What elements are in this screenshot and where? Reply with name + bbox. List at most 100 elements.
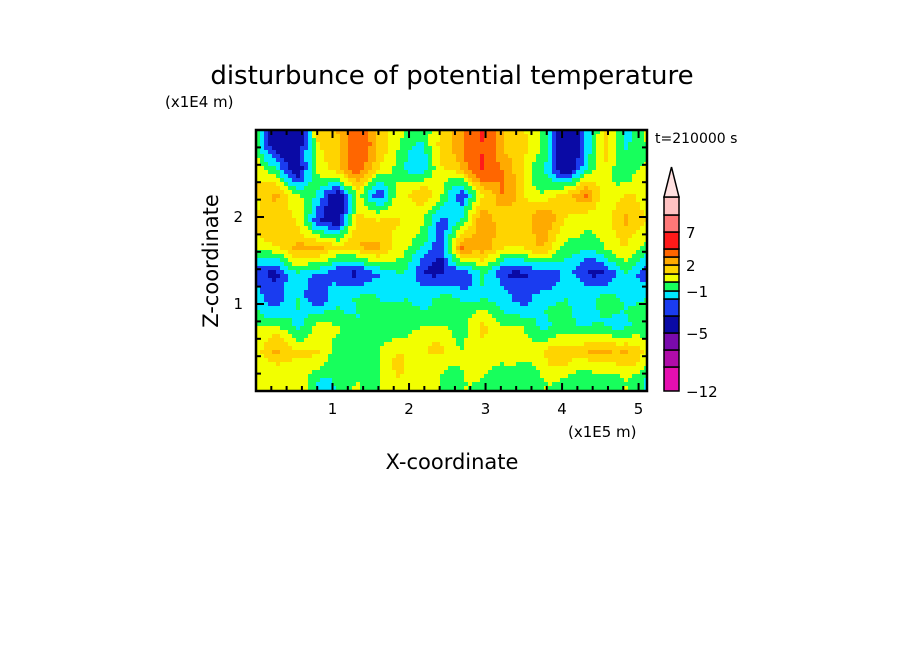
heatmap-cell xyxy=(388,222,393,227)
heatmap-cell xyxy=(528,246,533,251)
heatmap-cell xyxy=(516,250,521,255)
heatmap-cell xyxy=(256,218,261,223)
heatmap-cell xyxy=(460,230,465,235)
heatmap-cell xyxy=(640,262,645,267)
heatmap-cell xyxy=(604,322,609,327)
heatmap-cell xyxy=(500,186,505,191)
heatmap-cell xyxy=(408,218,413,223)
heatmap-cell xyxy=(508,206,513,211)
heatmap-cell xyxy=(280,178,285,183)
heatmap-cell xyxy=(488,218,493,223)
heatmap-cell xyxy=(388,278,393,283)
heatmap-cell xyxy=(320,318,325,323)
heatmap-cell xyxy=(292,190,297,195)
heatmap-cell xyxy=(344,186,349,191)
heatmap-cell xyxy=(488,206,493,211)
heatmap-cell xyxy=(276,190,281,195)
heatmap-cell xyxy=(552,142,557,147)
heatmap-cell xyxy=(432,310,437,315)
heatmap-cell xyxy=(412,314,417,319)
heatmap-cell xyxy=(276,254,281,259)
heatmap-cell xyxy=(264,166,269,171)
heatmap-cell xyxy=(552,174,557,179)
heatmap-cell xyxy=(412,210,417,215)
heatmap-cell xyxy=(588,138,593,143)
heatmap-cell xyxy=(444,314,449,319)
heatmap-cell xyxy=(404,270,409,275)
heatmap-cell xyxy=(432,162,437,167)
heatmap-cell xyxy=(284,314,289,319)
heatmap-cell xyxy=(272,286,277,291)
heatmap-cell xyxy=(376,150,381,155)
heatmap-cell xyxy=(348,258,353,263)
heatmap-cell xyxy=(460,242,465,247)
heatmap-cell xyxy=(496,154,501,159)
heatmap-cell xyxy=(276,270,281,275)
heatmap-cell xyxy=(552,170,557,175)
heatmap-cell xyxy=(540,178,545,183)
heatmap-cell xyxy=(440,138,445,143)
heatmap-cell xyxy=(436,130,441,135)
heatmap-cell xyxy=(504,134,509,139)
heatmap-cell xyxy=(516,222,521,227)
heatmap-cell xyxy=(528,222,533,227)
heatmap-cell xyxy=(308,190,313,195)
heatmap-cell xyxy=(560,270,565,275)
heatmap-cell xyxy=(612,202,617,207)
heatmap-cell xyxy=(420,326,425,331)
heatmap-cell xyxy=(616,190,621,195)
heatmap-cell xyxy=(340,234,345,239)
heatmap-cell xyxy=(348,206,353,211)
heatmap-cell xyxy=(588,214,593,219)
heatmap-cell xyxy=(456,298,461,303)
heatmap-cell xyxy=(376,218,381,223)
heatmap-cell xyxy=(548,290,553,295)
heatmap-cell xyxy=(416,182,421,187)
heatmap-cell xyxy=(576,134,581,139)
heatmap-cell xyxy=(596,210,601,215)
heatmap-cell xyxy=(368,202,373,207)
heatmap-cell xyxy=(372,130,377,135)
heatmap-cell xyxy=(344,270,349,275)
heatmap-cell xyxy=(532,326,537,331)
heatmap-cell xyxy=(504,154,509,159)
heatmap-cell xyxy=(624,238,629,243)
heatmap-cell xyxy=(396,222,401,227)
heatmap-cell xyxy=(392,218,397,223)
heatmap-cell xyxy=(552,310,557,315)
heatmap-cell xyxy=(564,330,569,335)
heatmap-cell xyxy=(512,302,517,307)
heatmap-cell xyxy=(476,262,481,267)
heatmap-cell xyxy=(272,238,277,243)
heatmap-cell xyxy=(560,234,565,239)
heatmap-cell xyxy=(448,270,453,275)
heatmap-cell xyxy=(608,330,613,335)
heatmap-cell xyxy=(380,258,385,263)
heatmap-cell xyxy=(448,138,453,143)
heatmap-cell xyxy=(320,194,325,199)
heatmap-cell xyxy=(568,322,573,327)
heatmap-cell xyxy=(504,310,509,315)
heatmap-cell xyxy=(272,142,277,147)
heatmap-cell xyxy=(392,254,397,259)
heatmap-cell xyxy=(476,298,481,303)
heatmap-cell xyxy=(528,234,533,239)
heatmap-cell xyxy=(452,238,457,243)
heatmap-cell xyxy=(420,134,425,139)
heatmap-cell xyxy=(272,202,277,207)
heatmap-cell xyxy=(644,226,648,231)
heatmap-cell xyxy=(344,226,349,231)
heatmap-cell xyxy=(348,298,353,303)
heatmap-cell xyxy=(312,154,317,159)
heatmap-cell xyxy=(336,206,341,211)
heatmap-cell xyxy=(488,318,493,323)
heatmap-cell xyxy=(456,178,461,183)
heatmap-cell xyxy=(356,238,361,243)
heatmap-cell xyxy=(400,142,405,147)
heatmap-cell xyxy=(600,150,605,155)
heatmap-cell xyxy=(576,326,581,331)
heatmap-cell xyxy=(636,150,641,155)
heatmap-cell xyxy=(264,190,269,195)
heatmap-cell xyxy=(592,322,597,327)
heatmap-cell xyxy=(528,226,533,231)
